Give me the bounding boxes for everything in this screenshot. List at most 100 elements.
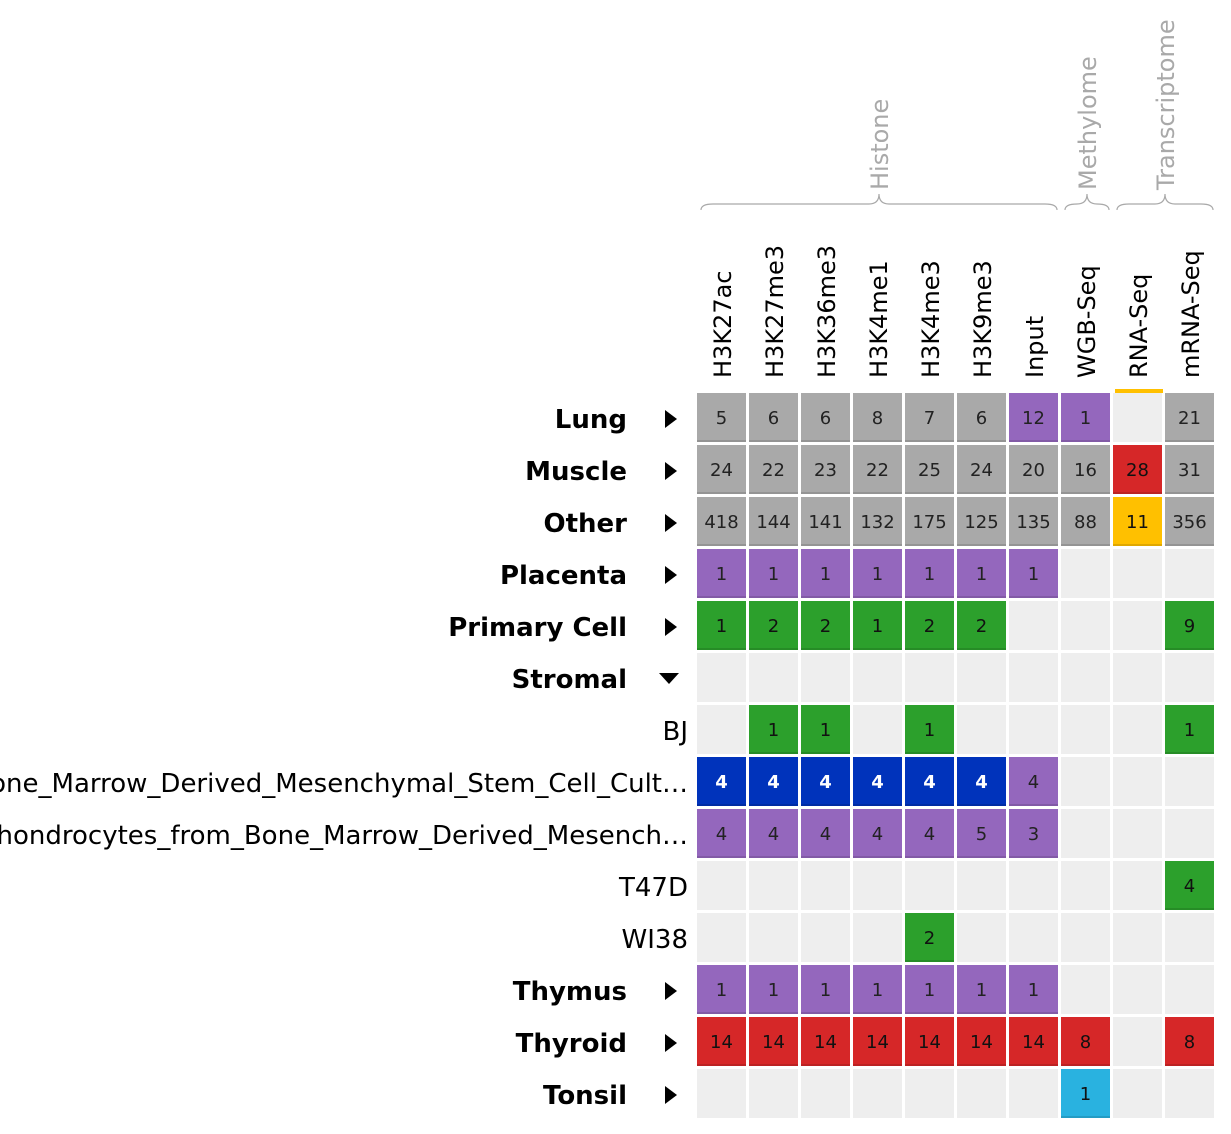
cell-tonsil-wgb-seq[interactable]: 1	[1061, 1069, 1110, 1118]
cell-thyroid-mrna-seq[interactable]: 8	[1165, 1017, 1214, 1066]
cell-placenta-input[interactable]: 1	[1009, 549, 1058, 598]
cell-thyroid-h3k4me1[interactable]: 14	[853, 1017, 902, 1066]
cell-bone-marrow-derived-mesenchymal-stem-cell-cult-h3k4me3[interactable]: 4	[905, 757, 954, 806]
collapse-arrow-icon[interactable]	[659, 673, 679, 684]
cell-chondrocytes-from-bone-marrow-derived-mesench-h3k4me3[interactable]: 4	[905, 809, 954, 858]
expand-arrow-icon[interactable]	[665, 1034, 677, 1052]
cell-lung-h3k4me1[interactable]: 8	[853, 393, 902, 442]
cell-other-h3k27me3[interactable]: 144	[749, 497, 798, 546]
cell-t47d-mrna-seq[interactable]: 4	[1165, 861, 1214, 910]
cell-lung-mrna-seq[interactable]: 21	[1165, 393, 1214, 442]
cell-muscle-input[interactable]: 20	[1009, 445, 1058, 494]
cell-value: 4	[871, 772, 884, 793]
cell-thymus-h3k27ac[interactable]: 1	[697, 965, 746, 1014]
cell-lung-wgb-seq[interactable]: 1	[1061, 393, 1110, 442]
cell-placenta-h3k27me3[interactable]: 1	[749, 549, 798, 598]
cell-thymus-h3k36me3[interactable]: 1	[801, 965, 850, 1014]
row-label-muscle[interactable]: Muscle	[525, 457, 627, 487]
cell-placenta-h3k4me3[interactable]: 1	[905, 549, 954, 598]
cell-muscle-mrna-seq[interactable]: 31	[1165, 445, 1214, 494]
row-label-tonsil[interactable]: Tonsil	[543, 1081, 627, 1111]
row-label-stromal[interactable]: Stromal	[512, 665, 627, 695]
cell-thymus-h3k4me1[interactable]: 1	[853, 965, 902, 1014]
cell-bj-h3k27me3[interactable]: 1	[749, 705, 798, 754]
cell-other-rna-seq[interactable]: 11	[1113, 497, 1162, 546]
expand-arrow-icon[interactable]	[665, 1086, 677, 1104]
cell-thymus-input[interactable]: 1	[1009, 965, 1058, 1014]
cell-primary-cell-h3k27me3[interactable]: 2	[749, 601, 798, 650]
cell-bone-marrow-derived-mesenchymal-stem-cell-cult-h3k27ac[interactable]: 4	[697, 757, 746, 806]
cell-edge	[957, 856, 1006, 858]
row-label-placenta[interactable]: Placenta	[500, 561, 627, 591]
cell-other-h3k4me1[interactable]: 132	[853, 497, 902, 546]
cell-bone-marrow-derived-mesenchymal-stem-cell-cult-input[interactable]: 4	[1009, 757, 1058, 806]
cell-chondrocytes-from-bone-marrow-derived-mesench-h3k27me3[interactable]: 4	[749, 809, 798, 858]
cell-bj-h3k4me3[interactable]: 1	[905, 705, 954, 754]
cell-primary-cell-h3k9me3[interactable]: 2	[957, 601, 1006, 650]
cell-placenta-h3k27ac[interactable]: 1	[697, 549, 746, 598]
cell-other-h3k9me3[interactable]: 125	[957, 497, 1006, 546]
cell-lung-h3k27me3[interactable]: 6	[749, 393, 798, 442]
cell-thymus-h3k9me3[interactable]: 1	[957, 965, 1006, 1014]
cell-thyroid-h3k9me3[interactable]: 14	[957, 1017, 1006, 1066]
row-label-other[interactable]: Other	[544, 509, 628, 539]
row-label-lung[interactable]: Lung	[555, 405, 627, 435]
cell-thyroid-h3k27me3[interactable]: 14	[749, 1017, 798, 1066]
cell-thyroid-h3k27ac[interactable]: 14	[697, 1017, 746, 1066]
cell-thyroid-h3k36me3[interactable]: 14	[801, 1017, 850, 1066]
cell-placenta-h3k36me3[interactable]: 1	[801, 549, 850, 598]
cell-thymus-h3k4me3[interactable]: 1	[905, 965, 954, 1014]
cell-lung-h3k27ac[interactable]: 5	[697, 393, 746, 442]
cell-primary-cell-mrna-seq[interactable]: 9	[1165, 601, 1214, 650]
cell-lung-h3k36me3[interactable]: 6	[801, 393, 850, 442]
cell-bone-marrow-derived-mesenchymal-stem-cell-cult-h3k4me1[interactable]: 4	[853, 757, 902, 806]
cell-bone-marrow-derived-mesenchymal-stem-cell-cult-h3k9me3[interactable]: 4	[957, 757, 1006, 806]
cell-placenta-h3k4me1[interactable]: 1	[853, 549, 902, 598]
expand-arrow-icon[interactable]	[665, 514, 677, 532]
expand-arrow-icon[interactable]	[665, 410, 677, 428]
cell-lung-h3k4me3[interactable]: 7	[905, 393, 954, 442]
cell-primary-cell-h3k4me3[interactable]: 2	[905, 601, 954, 650]
cell-chondrocytes-from-bone-marrow-derived-mesench-h3k36me3[interactable]: 4	[801, 809, 850, 858]
cell-muscle-h3k27me3[interactable]: 22	[749, 445, 798, 494]
row-label-thyroid[interactable]: Thyroid	[516, 1029, 627, 1059]
cell-muscle-wgb-seq[interactable]: 16	[1061, 445, 1110, 494]
cell-muscle-h3k4me3[interactable]: 25	[905, 445, 954, 494]
expand-arrow-icon[interactable]	[665, 566, 677, 584]
cell-other-h3k4me3[interactable]: 175	[905, 497, 954, 546]
cell-primary-cell-h3k36me3[interactable]: 2	[801, 601, 850, 650]
cell-bj-h3k36me3[interactable]: 1	[801, 705, 850, 754]
cell-thyroid-h3k4me3[interactable]: 14	[905, 1017, 954, 1066]
cell-muscle-h3k4me1[interactable]: 22	[853, 445, 902, 494]
cell-primary-cell-h3k27ac[interactable]: 1	[697, 601, 746, 650]
cell-muscle-h3k36me3[interactable]: 23	[801, 445, 850, 494]
cell-bj-mrna-seq[interactable]: 1	[1165, 705, 1214, 754]
cell-muscle-h3k27ac[interactable]: 24	[697, 445, 746, 494]
cell-muscle-rna-seq[interactable]: 28	[1113, 445, 1162, 494]
row-label-primary-cell[interactable]: Primary Cell	[448, 613, 627, 643]
cell-chondrocytes-from-bone-marrow-derived-mesench-h3k9me3[interactable]: 5	[957, 809, 1006, 858]
cell-wi38-h3k4me3[interactable]: 2	[905, 913, 954, 962]
cell-bone-marrow-derived-mesenchymal-stem-cell-cult-h3k36me3[interactable]: 4	[801, 757, 850, 806]
cell-other-wgb-seq[interactable]: 88	[1061, 497, 1110, 546]
cell-other-input[interactable]: 135	[1009, 497, 1058, 546]
cell-muscle-h3k9me3[interactable]: 24	[957, 445, 1006, 494]
expand-arrow-icon[interactable]	[665, 618, 677, 636]
cell-lung-input[interactable]: 12	[1009, 393, 1058, 442]
cell-primary-cell-h3k4me1[interactable]: 1	[853, 601, 902, 650]
expand-arrow-icon[interactable]	[665, 462, 677, 480]
cell-other-mrna-seq[interactable]: 356	[1165, 497, 1214, 546]
cell-chondrocytes-from-bone-marrow-derived-mesench-input[interactable]: 3	[1009, 809, 1058, 858]
cell-placenta-h3k9me3[interactable]: 1	[957, 549, 1006, 598]
cell-other-h3k27ac[interactable]: 418	[697, 497, 746, 546]
cell-thyroid-input[interactable]: 14	[1009, 1017, 1058, 1066]
expand-arrow-icon[interactable]	[665, 982, 677, 1000]
cell-bone-marrow-derived-mesenchymal-stem-cell-cult-h3k27me3[interactable]: 4	[749, 757, 798, 806]
cell-thyroid-wgb-seq[interactable]: 8	[1061, 1017, 1110, 1066]
cell-other-h3k36me3[interactable]: 141	[801, 497, 850, 546]
cell-thymus-h3k27me3[interactable]: 1	[749, 965, 798, 1014]
cell-lung-h3k9me3[interactable]: 6	[957, 393, 1006, 442]
cell-chondrocytes-from-bone-marrow-derived-mesench-h3k4me1[interactable]: 4	[853, 809, 902, 858]
cell-chondrocytes-from-bone-marrow-derived-mesench-h3k27ac[interactable]: 4	[697, 809, 746, 858]
row-label-thymus[interactable]: Thymus	[513, 977, 627, 1007]
